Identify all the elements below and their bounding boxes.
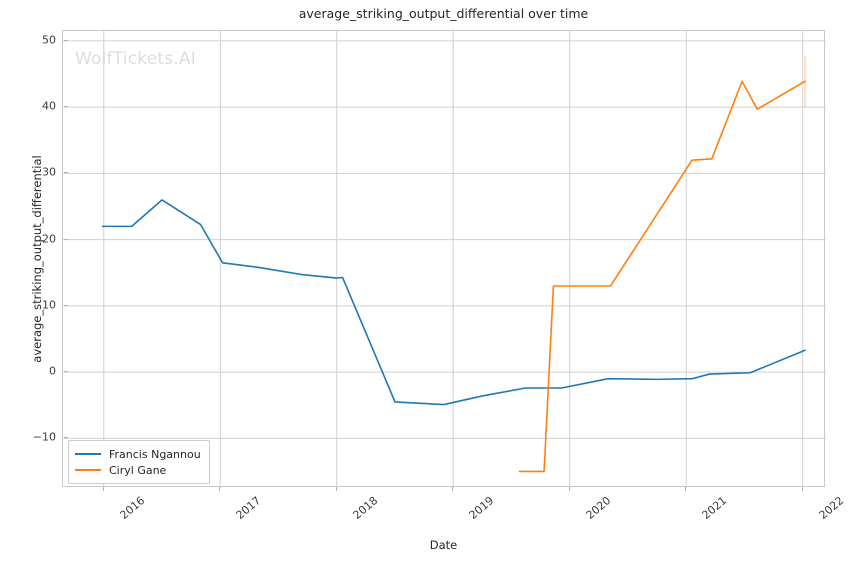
- legend-item-0[interactable]: Francis Ngannou: [75, 446, 201, 462]
- x-tick-label: 2019: [466, 494, 497, 522]
- y-tick-label: 20: [42, 232, 56, 246]
- chart-legend: Francis Ngannou Ciryl Gane: [68, 440, 210, 484]
- x-tick-label: 2017: [233, 494, 264, 522]
- legend-color-swatch: [75, 469, 101, 471]
- series-line-0: [101, 199, 806, 406]
- series-line-1: [518, 80, 806, 473]
- x-axis-label: Date: [429, 538, 458, 552]
- y-tick-mark: [64, 172, 68, 174]
- y-tick-label: 0: [49, 364, 56, 378]
- x-tick-mark: [452, 487, 454, 491]
- y-tick-mark: [64, 106, 68, 108]
- legend-label: Ciryl Gane: [109, 463, 167, 477]
- y-tick-label: 40: [42, 99, 56, 113]
- y-tick-mark: [64, 437, 68, 439]
- y-axis-ticks: −10 0 10 20 30 40 50: [6, 0, 68, 561]
- y-tick-label: 10: [42, 298, 56, 312]
- watermark-label: WolfTickets.AI: [75, 49, 196, 69]
- x-tick-mark: [335, 487, 337, 491]
- y-tick-label: 50: [42, 33, 56, 47]
- x-tick-label: 2022: [816, 494, 847, 522]
- y-tick-mark: [64, 238, 68, 240]
- y-tick-mark: [64, 304, 68, 306]
- y-axis-label: average_striking_output_differential: [30, 155, 44, 363]
- y-tick-label: −10: [32, 430, 56, 444]
- x-tick-mark: [801, 487, 803, 491]
- chart-title: average_striking_output_differential ove…: [298, 6, 589, 21]
- series-lines: [101, 80, 806, 473]
- x-tick-mark: [219, 487, 221, 491]
- grid-lines: [63, 31, 826, 488]
- plot-area: WolfTickets.AI: [62, 30, 826, 488]
- y-tick-mark: [64, 371, 68, 373]
- x-tick-label: 2018: [350, 494, 381, 522]
- x-tick-mark: [685, 487, 687, 491]
- chart-plot-svg: [63, 31, 826, 488]
- y-tick-label: 30: [42, 165, 56, 179]
- x-tick-label: 2020: [583, 494, 614, 522]
- x-tick-label: 2016: [117, 494, 148, 522]
- x-tick-label: 2021: [699, 494, 730, 522]
- legend-color-swatch: [75, 453, 101, 455]
- y-tick-mark: [64, 39, 68, 41]
- legend-item-1[interactable]: Ciryl Gane: [75, 462, 201, 478]
- legend-label: Francis Ngannou: [109, 447, 201, 461]
- x-tick-mark: [568, 487, 570, 491]
- x-tick-mark: [102, 487, 104, 491]
